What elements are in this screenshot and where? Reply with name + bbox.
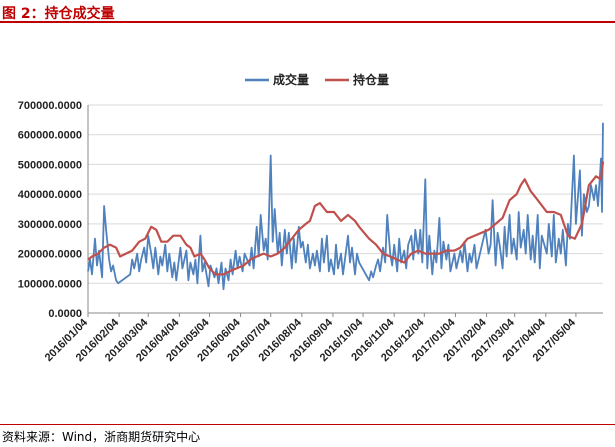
series-line-open-interest: [87, 161, 605, 276]
x-axis: 2016/01/042016/02/042016/03/042016/04/04…: [43, 312, 603, 364]
y-tick-label: 300000.0000: [18, 219, 82, 231]
y-tick-label: 200000.0000: [18, 249, 82, 261]
y-tick-label: 400000.0000: [18, 189, 82, 201]
source-rule: [0, 424, 615, 425]
y-tick-label: 600000.0000: [18, 130, 82, 142]
gridlines: [88, 104, 603, 314]
holding-volume-chart: 0.0000 100000.0000 200000.0000 300000.0000 4…: [18, 72, 605, 364]
title-rule: [0, 21, 615, 23]
series-line-volume: [87, 122, 604, 291]
series-lines: [87, 122, 605, 291]
y-tick-label: 100000.0000: [18, 278, 82, 290]
legend: 成交量 持仓量: [245, 72, 389, 87]
legend-label-volume: 成交量: [273, 72, 309, 87]
y-tick-label: 0.0000: [48, 308, 82, 320]
y-axis: 0.0000 100000.0000 200000.0000 300000.0000 4…: [18, 100, 89, 320]
y-tick-label: 700000.0000: [18, 100, 82, 112]
figure-title: 图 2：持仓成交量: [2, 6, 115, 22]
source-note: 资料来源：Wind，浙商期货研究中心: [2, 430, 201, 444]
legend-label-open-interest: 持仓量: [353, 72, 389, 87]
y-tick-label: 500000.0000: [18, 159, 82, 171]
